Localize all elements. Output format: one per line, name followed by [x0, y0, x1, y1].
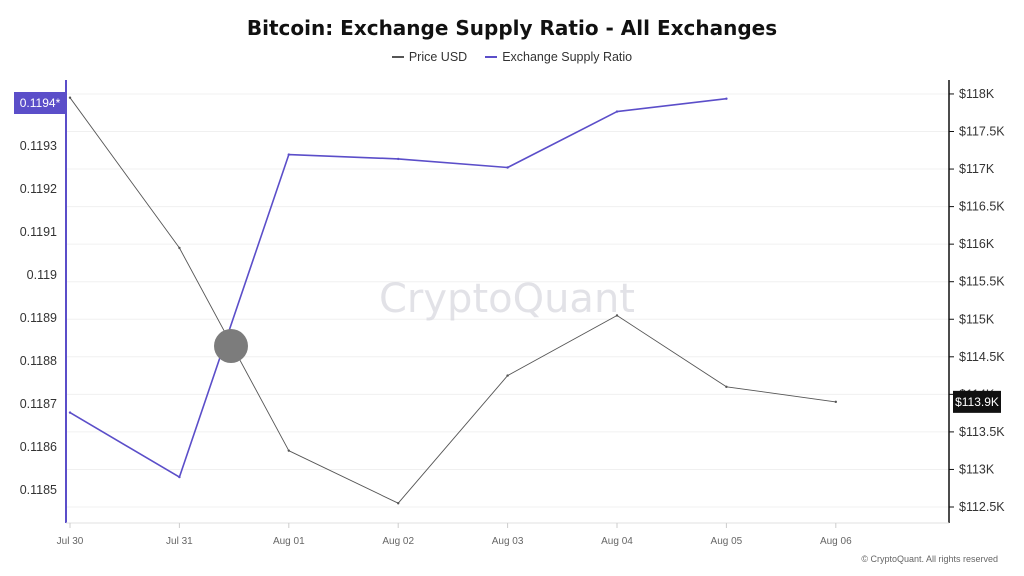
legend-label-price: Price USD [408, 50, 468, 64]
left-tick-label-1: 0.1186 [20, 440, 57, 454]
x-tick-label-4: Aug 03 [492, 536, 524, 547]
left-tick-label-2: 0.1187 [20, 397, 57, 411]
left-tick-label-4: 0.1189 [20, 311, 57, 325]
watermark: CryptoQuant [379, 276, 635, 322]
left-tick-label-5: 0.119 [27, 268, 57, 282]
chart-title: Bitcoin: Exchange Supply Ratio - All Exc… [246, 16, 778, 40]
chart-legend: Price USD Exchange Supply Ratio [0, 50, 1024, 64]
data-point-supply-ratio-5 [615, 110, 619, 113]
data-point-price-5 [615, 314, 619, 317]
left-tick-label-0: 0.1185 [20, 483, 57, 497]
right-current-badge [953, 390, 1001, 413]
x-tick-label-1: Jul 31 [166, 536, 193, 547]
right-tick-label-11: $118K [959, 87, 995, 101]
legend-item-price[interactable]: Price USD [391, 50, 468, 64]
data-point-supply-ratio-6 [725, 97, 728, 100]
x-tick-label-7: Aug 06 [820, 536, 852, 547]
legend-swatch-price [391, 56, 404, 58]
data-point-supply-ratio-1 [178, 475, 181, 479]
left-tick-label-6: 0.1191 [20, 225, 57, 239]
right-tick-label-0: $112.5K [959, 500, 1005, 514]
right-tick-label-8: $116.5K [959, 200, 1005, 214]
x-tick-label-3: Aug 02 [382, 536, 414, 547]
x-tick-label-2: Aug 01 [273, 536, 305, 547]
left-tick-label-7: 0.1192 [20, 182, 57, 196]
data-point-price-7 [834, 400, 837, 404]
right-tick-label-2: $113.5K [959, 425, 1005, 439]
right-tick-label-5: $115K [959, 312, 995, 326]
right-tick-label-9: $117K [959, 162, 995, 176]
series-line-price [69, 97, 836, 504]
right-current-label: $113.9K [955, 395, 999, 409]
data-point-price-0 [68, 96, 72, 99]
legend-swatch-supply-ratio [485, 56, 498, 58]
left-tick-label-3: 0.1188 [20, 354, 57, 368]
legend-label-supply-ratio: Exchange Supply Ratio [502, 50, 633, 64]
right-tick-label-10: $117.5K [959, 125, 1005, 139]
data-point-price-6 [725, 385, 728, 389]
data-point-price-4 [506, 374, 509, 377]
data-point-supply-ratio-2 [287, 153, 290, 156]
x-tick-label-6: Aug 05 [711, 536, 743, 547]
right-tick-label-1: $113K [959, 462, 995, 476]
hover-cursor-marker[interactable] [214, 329, 248, 363]
x-tick-label-5: Aug 04 [601, 536, 633, 547]
left-tick-label-8: 0.1193 [20, 139, 57, 153]
legend-item-supply-ratio[interactable]: Exchange Supply Ratio [485, 50, 632, 64]
data-point-supply-ratio-0 [68, 411, 72, 414]
data-point-supply-ratio-3 [397, 157, 400, 161]
right-tick-label-4: $114.5K [959, 350, 1005, 364]
left-current-label: 0.1194* [20, 96, 61, 110]
data-point-price-3 [397, 502, 400, 505]
right-tick-label-6: $115.5K [959, 275, 1005, 289]
copyright-footer: © CryptoQuant. All rights reserved [861, 554, 998, 564]
data-point-price-1 [178, 246, 181, 250]
left-current-badge [14, 92, 66, 114]
x-tick-label-0: Jul 30 [57, 536, 84, 547]
data-point-supply-ratio-4 [506, 166, 509, 169]
data-point-price-2 [287, 449, 290, 452]
right-tick-label-7: $116K [959, 237, 995, 251]
